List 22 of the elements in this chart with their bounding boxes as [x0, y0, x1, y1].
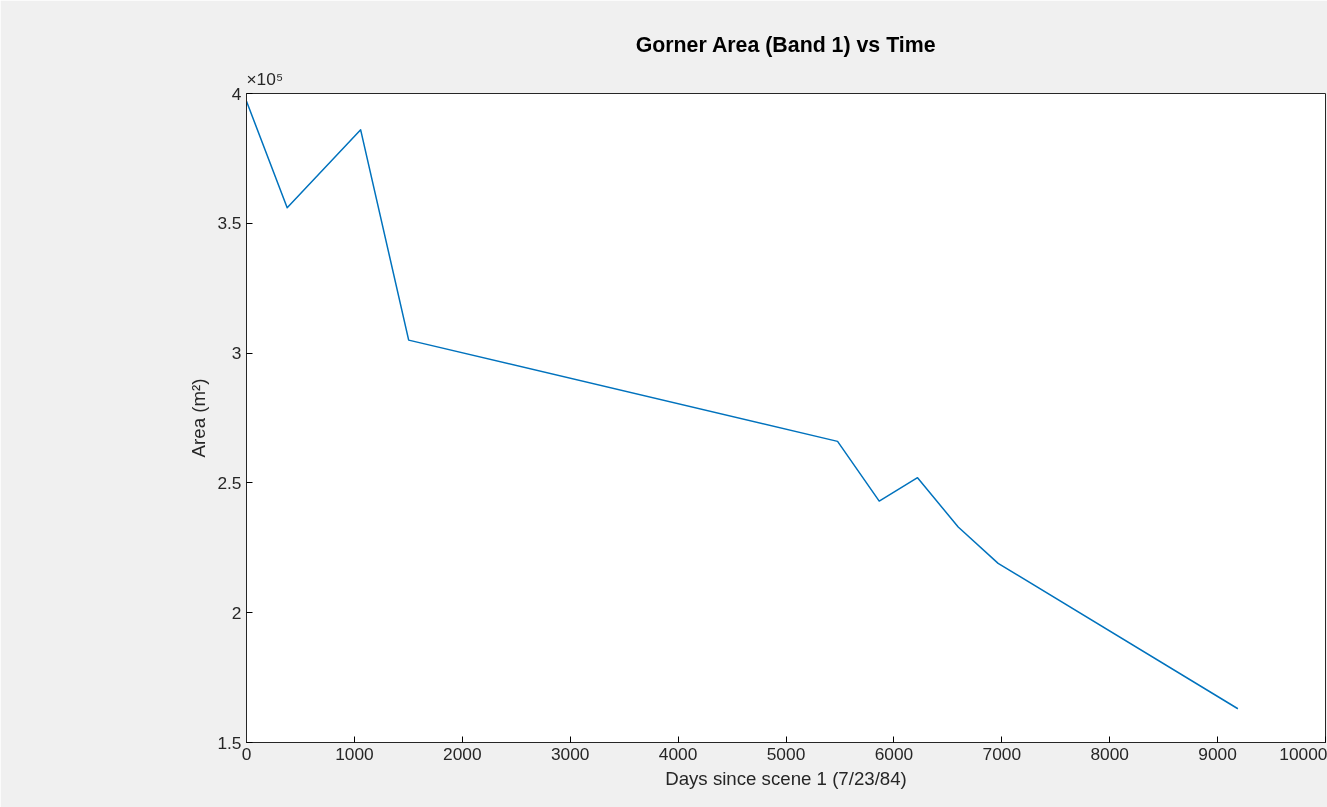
- y-tick-label: 2.5: [217, 472, 242, 493]
- y-tick-label: 4: [231, 83, 242, 104]
- x-tick-label: 9000: [1198, 743, 1237, 764]
- y-tick-label: 1.5: [217, 732, 242, 753]
- x-tick-label: 8000: [1090, 743, 1129, 764]
- x-axis-title: Days since scene 1 (7/23/84): [665, 767, 907, 789]
- x-tick-label: 1000: [335, 743, 374, 764]
- x-tick-label: 4000: [658, 743, 698, 764]
- x-tick-label: 0: [241, 743, 252, 764]
- x-tick-label: 6000: [874, 743, 914, 764]
- x-tick-label: 7000: [982, 743, 1022, 764]
- x-tick-label: 10000: [1279, 743, 1327, 764]
- chart-title: Gorner Area (Band 1) vs Time: [635, 32, 936, 57]
- y-tick-label: 2: [231, 602, 242, 623]
- y-tick-label: 3: [231, 343, 242, 364]
- x-tick-label: 3000: [550, 743, 590, 764]
- x-tick-label: 5000: [766, 743, 806, 764]
- text: ×10⁵: [246, 68, 284, 89]
- y-axis-title: Area (m²): [188, 378, 210, 458]
- y-tick-label: 3.5: [217, 213, 242, 234]
- line-series: [246, 100, 1239, 710]
- x-tick-label: 2000: [443, 743, 482, 764]
